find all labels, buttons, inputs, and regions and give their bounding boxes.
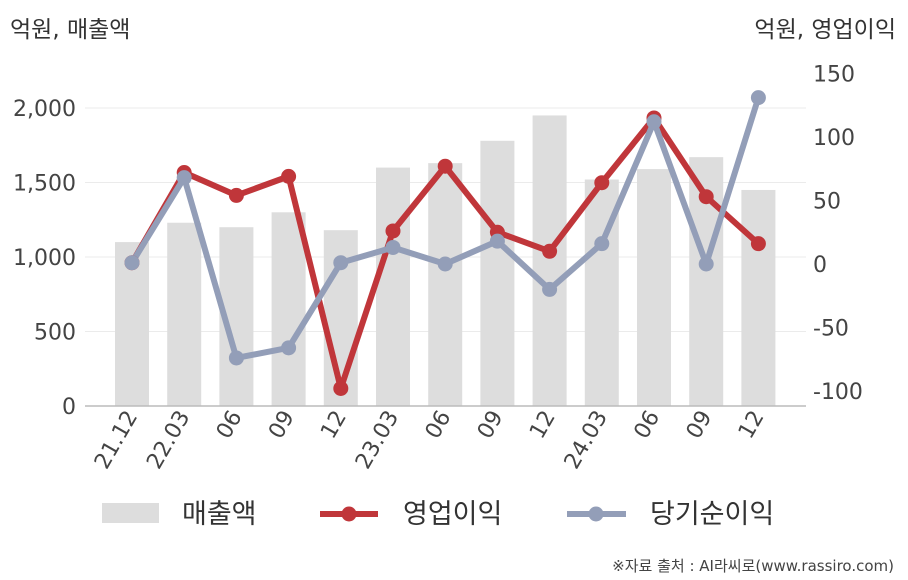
bar-매출액[interactable] xyxy=(741,189,776,406)
point-당기순이익[interactable] xyxy=(542,281,558,297)
bar-매출액[interactable] xyxy=(376,167,410,406)
x-tick-label: 09 xyxy=(264,407,300,444)
bar-매출액[interactable] xyxy=(637,169,671,406)
legend-item-operating-profit[interactable]: 영업이익 xyxy=(320,499,502,530)
x-axis-ticks: 21.12 22.03 06 09 12 23.03 06 09 12 24.03 06 09 12 xyxy=(90,407,770,474)
point-영업이익[interactable] xyxy=(228,187,244,203)
x-tick-label: 22.03 xyxy=(142,407,195,474)
x-tick-label: 23.03 xyxy=(351,407,404,474)
left-axis-ticks: 0 500 1,000 1,500 2,000 xyxy=(13,97,76,420)
point-당기순이익[interactable] xyxy=(281,340,297,356)
bar-매출액[interactable] xyxy=(480,140,515,406)
x-tick-label: 06 xyxy=(212,407,248,444)
legend-marker-operating-profit xyxy=(341,506,357,522)
x-tick-label: 06 xyxy=(421,407,457,444)
right-tick-label: 100 xyxy=(813,126,855,151)
right-tick-label: -50 xyxy=(813,317,849,342)
legend-item-net-income[interactable]: 당기순이익 xyxy=(567,499,774,530)
point-당기순이익[interactable] xyxy=(385,239,401,255)
legend-swatch-revenue xyxy=(102,503,159,523)
point-당기순이익[interactable] xyxy=(228,350,244,366)
point-당기순이익[interactable] xyxy=(489,233,505,249)
bar-매출액[interactable] xyxy=(167,222,202,406)
legend-label-net-income: 당기순이익 xyxy=(650,499,774,530)
x-tick-label: 06 xyxy=(630,407,666,444)
point-영업이익[interactable] xyxy=(385,223,401,239)
left-axis-unit: 억원, 매출액 xyxy=(10,17,130,43)
point-당기순이익[interactable] xyxy=(698,256,714,272)
point-당기순이익[interactable] xyxy=(124,255,140,271)
point-영업이익[interactable] xyxy=(542,243,558,259)
point-영업이익[interactable] xyxy=(437,158,453,174)
x-tick-label: 24.03 xyxy=(560,407,613,474)
point-당기순이익[interactable] xyxy=(646,114,662,130)
bar-매출액[interactable] xyxy=(271,212,306,406)
bar-매출액[interactable] xyxy=(532,115,567,406)
left-tick-label: 500 xyxy=(34,321,76,346)
point-당기순이익[interactable] xyxy=(750,90,766,106)
x-tick-label: 09 xyxy=(473,407,509,444)
legend-item-revenue[interactable]: 매출액 xyxy=(102,499,257,530)
point-영업이익[interactable] xyxy=(281,168,297,184)
left-tick-label: 1,500 xyxy=(13,172,76,197)
legend-label-operating-profit: 영업이익 xyxy=(403,499,502,530)
point-영업이익[interactable] xyxy=(333,380,349,396)
profit-lines xyxy=(124,90,766,396)
right-axis-ticks: -100 -50 0 50 100 150 xyxy=(813,63,863,406)
right-axis-unit: 억원, 영업이익 xyxy=(754,17,896,43)
x-tick-label: 12 xyxy=(734,407,770,444)
source-credit: ※자료 출처 : AI라씨로(www.rassiro.com) xyxy=(612,557,894,575)
right-tick-label: 150 xyxy=(813,63,855,88)
point-당기순이익[interactable] xyxy=(176,170,192,186)
left-tick-label: 1,000 xyxy=(13,246,76,271)
right-tick-label: 50 xyxy=(813,190,841,215)
right-tick-label: -100 xyxy=(813,380,863,405)
bar-매출액[interactable] xyxy=(428,163,463,406)
point-당기순이익[interactable] xyxy=(594,236,610,252)
legend-marker-net-income xyxy=(588,506,604,522)
point-당기순이익[interactable] xyxy=(333,255,349,271)
x-tick-label: 12 xyxy=(316,407,352,444)
point-영업이익[interactable] xyxy=(750,236,766,252)
point-영업이익[interactable] xyxy=(594,175,610,191)
x-tick-label: 21.12 xyxy=(90,407,143,474)
right-tick-label: 0 xyxy=(813,253,827,278)
x-tick-label: 09 xyxy=(682,407,718,444)
legend-label-revenue: 매출액 xyxy=(182,499,257,530)
legend: 매출액 영업이익 당기순이익 xyxy=(102,499,774,530)
left-tick-label: 0 xyxy=(62,395,76,420)
left-tick-label: 2,000 xyxy=(13,97,76,122)
point-당기순이익[interactable] xyxy=(437,256,453,272)
point-영업이익[interactable] xyxy=(698,189,714,205)
x-tick-label: 12 xyxy=(525,407,561,444)
